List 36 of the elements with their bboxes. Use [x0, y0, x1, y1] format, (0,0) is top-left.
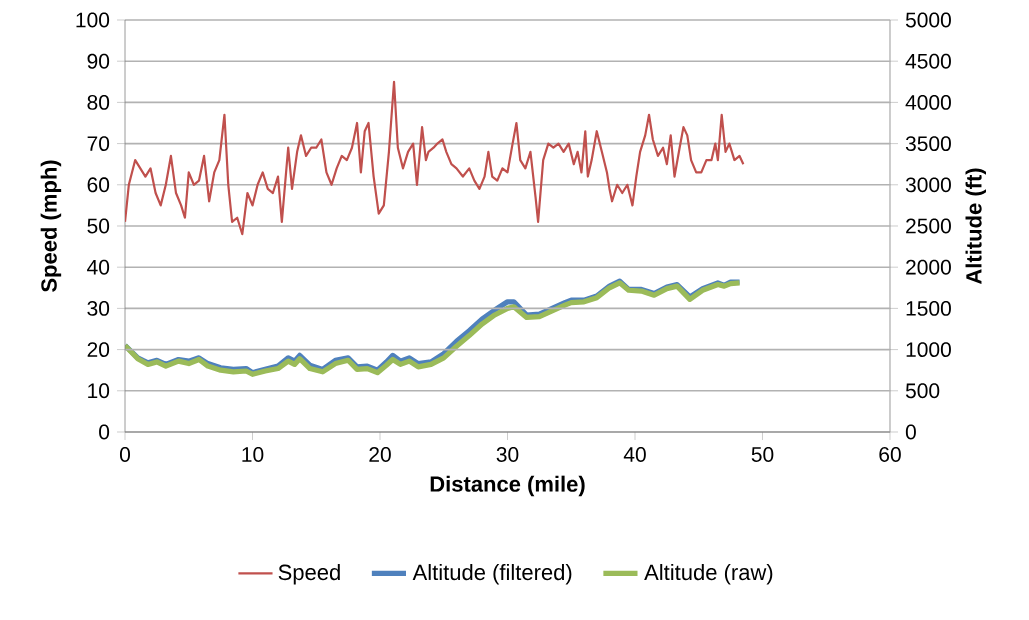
legend-label: Altitude (raw)	[644, 563, 773, 585]
x-tick-label: 10	[242, 447, 264, 462]
y-tick-label: 50	[87, 218, 110, 234]
y2-tick-label: 0	[905, 424, 916, 440]
x-tick-label: 0	[119, 447, 131, 462]
y2-tick-label: 2000	[906, 259, 951, 275]
y-tick-label: 20	[87, 342, 110, 358]
y2-tick-label: 4500	[905, 53, 951, 69]
x-axis-title: Distance (mile)	[430, 475, 585, 497]
y-tick-label: 100	[76, 12, 110, 28]
y2-tick-label: 1000	[906, 342, 951, 358]
y-tick-label: 60	[87, 177, 110, 193]
legend-label: Altitude (filtered)	[412, 563, 572, 585]
y-tick-label: 0	[99, 424, 110, 440]
y-tick-label: 70	[87, 136, 110, 152]
y2-tick-label: 500	[905, 383, 940, 399]
y-tick-label: 10	[88, 383, 110, 399]
y2-tick-label: 4000	[905, 94, 951, 110]
y2-tick-label: 3500	[905, 136, 951, 152]
y2-axis-title: Altitude (ft)	[965, 168, 986, 285]
legend-label: Speed	[278, 563, 340, 585]
y2-tick-label: 5000	[905, 12, 951, 28]
x-tick-label: 20	[369, 447, 391, 462]
y-tick-label: 30	[87, 300, 110, 316]
y-tick-label: 80	[87, 94, 110, 110]
y2-tick-label: 1500	[906, 300, 951, 316]
y2-tick-label: 3000	[905, 177, 951, 193]
y2-tick-label: 2500	[906, 218, 951, 234]
x-tick-label: 30	[496, 447, 519, 462]
x-tick-label: 50	[751, 447, 774, 462]
y-tick-label: 90	[87, 53, 110, 69]
line-series	[125, 80, 745, 236]
x-tick-label: 40	[623, 447, 646, 462]
y-tick-label: 40	[87, 259, 110, 275]
x-tick-label: 60	[879, 447, 901, 462]
y-axis-title: Speed (mph)	[40, 160, 62, 292]
